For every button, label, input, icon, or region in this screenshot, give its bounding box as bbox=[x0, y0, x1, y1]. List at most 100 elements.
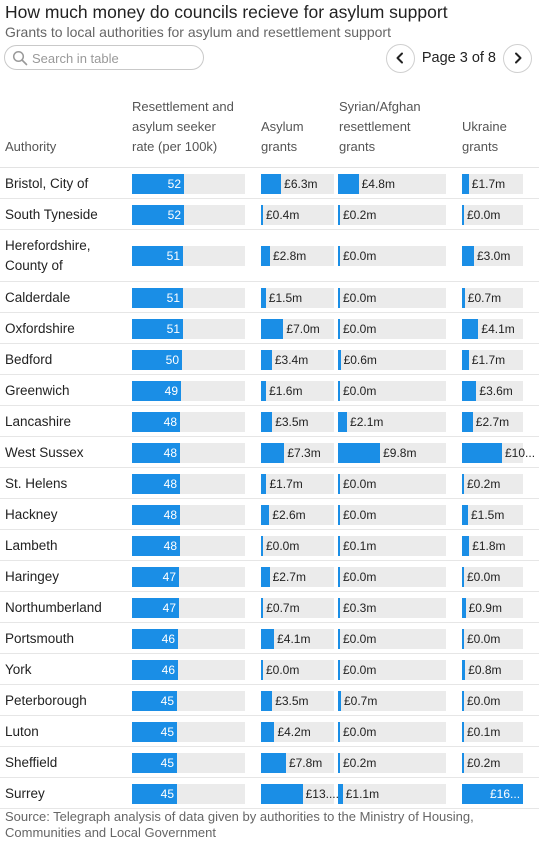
syrian-grant-value: £0.0m bbox=[343, 290, 377, 305]
rate-value: 46 bbox=[161, 631, 175, 646]
syrian-grant-track: £0.7m bbox=[338, 690, 446, 711]
search-box[interactable] bbox=[4, 45, 204, 70]
ukraine-grant-value: £0.1m bbox=[467, 724, 501, 739]
table-header: Authority Resettlement and asylum seeker… bbox=[0, 98, 539, 168]
rate-track: 52 bbox=[132, 204, 245, 225]
rate-bar bbox=[132, 380, 181, 401]
ukraine-grant-bar bbox=[462, 628, 464, 649]
authority-name: Bedford bbox=[5, 350, 52, 370]
search-icon bbox=[12, 50, 28, 66]
rate-bar bbox=[132, 246, 183, 266]
ukraine-grant-value: £0.8m bbox=[468, 662, 502, 677]
rate-track: 51 bbox=[132, 287, 245, 308]
asylum-grant-value: £4.1m bbox=[277, 631, 311, 646]
ukraine-grant-track: £3.6m bbox=[462, 380, 523, 401]
rate-track: 45 bbox=[132, 721, 245, 742]
syrian-grant-track: £0.3m bbox=[338, 597, 446, 618]
syrian-grant-bar bbox=[338, 318, 340, 339]
next-page-button[interactable] bbox=[503, 43, 532, 73]
authority-name: Herefordshire, County of bbox=[5, 236, 91, 276]
syrian-grant-track: £0.1m bbox=[338, 535, 446, 556]
syrian-grant-track: £0.0m bbox=[338, 380, 446, 401]
ukraine-grant-track: £1.5m bbox=[462, 504, 523, 525]
table-row: Luton 45 £4.2m £0.0m £0.1m bbox=[0, 716, 539, 747]
rate-track: 48 bbox=[132, 442, 245, 463]
ukraine-grant-bar bbox=[462, 566, 464, 587]
authority-name-line: Haringey bbox=[5, 568, 60, 584]
asylum-grant-bar bbox=[261, 597, 264, 618]
rate-track: 45 bbox=[132, 752, 245, 773]
authority-name-line: York bbox=[5, 661, 32, 677]
syrian-grant-value: £0.0m bbox=[343, 662, 377, 677]
authority-name-line: Oxfordshire bbox=[5, 320, 75, 336]
table-row: Lambeth 48 £0.0m £0.1m £1.8m bbox=[0, 530, 539, 561]
ukraine-grant-bar bbox=[462, 659, 466, 680]
rate-bar bbox=[132, 318, 183, 339]
rate-value: 48 bbox=[163, 445, 177, 460]
syrian-grant-bar bbox=[338, 349, 341, 370]
ukraine-grant-value: £2.7m bbox=[475, 414, 510, 429]
syrian-grant-bar bbox=[338, 246, 340, 266]
column-header-asylum[interactable]: Asylum grants bbox=[261, 119, 304, 154]
syrian-grant-track: £0.0m bbox=[338, 566, 446, 587]
asylum-grant-bar bbox=[261, 690, 273, 711]
column-header-authority[interactable]: Authority bbox=[5, 139, 57, 154]
page-indicator: Page 3 of 8 bbox=[421, 50, 496, 66]
rate-bar bbox=[132, 473, 180, 494]
syrian-grant-track: £0.2m bbox=[338, 752, 446, 773]
asylum-grant-track: £1.7m bbox=[261, 473, 334, 494]
ukraine-grant-track: £4.1m bbox=[462, 318, 523, 339]
table-row: Portsmouth 46 £4.1m £0.0m £0.0m bbox=[0, 623, 539, 654]
rate-value: 48 bbox=[163, 476, 177, 491]
asylum-grant-track: £3.4m bbox=[261, 349, 334, 370]
rate-value: 47 bbox=[162, 569, 176, 584]
syrian-grant-track: £0.0m bbox=[338, 287, 446, 308]
ukraine-grant-track: £3.0m bbox=[462, 246, 523, 266]
asylum-grant-value: £2.8m bbox=[272, 249, 307, 263]
rate-track: 45 bbox=[132, 783, 245, 804]
column-header-ukraine[interactable]: Ukraine grants bbox=[462, 119, 507, 154]
table-row: Herefordshire, County of 51 £2.8m £0.0m £3.0m bbox=[0, 230, 539, 282]
authority-name: Lambeth bbox=[5, 536, 58, 556]
authority-name-line: Lancashire bbox=[5, 413, 72, 429]
authority-name: Luton bbox=[5, 722, 39, 742]
search-input[interactable] bbox=[32, 49, 197, 67]
asylum-grant-value: £2.6m bbox=[272, 507, 306, 522]
syrian-grant-value: £0.0m bbox=[343, 724, 377, 739]
asylum-grant-bar bbox=[261, 204, 263, 225]
ukraine-grant-track: £0.2m bbox=[462, 752, 523, 773]
prev-page-button[interactable] bbox=[385, 43, 415, 73]
column-header-syrian[interactable]: Syrian/Afghan resettlement grants bbox=[339, 99, 421, 154]
syrian-grant-track: £0.0m bbox=[338, 318, 446, 339]
authority-name: West Sussex bbox=[5, 443, 84, 463]
ukraine-grant-value: £16.... bbox=[490, 786, 520, 801]
rate-track: 47 bbox=[132, 566, 245, 587]
asylum-grant-value: £1.7m bbox=[269, 476, 303, 491]
asylum-grant-track: £4.2m bbox=[261, 721, 334, 742]
ukraine-grant-value: £0.2m bbox=[467, 476, 501, 491]
table-row: Greenwich 49 £1.6m £0.0m £3.6m bbox=[0, 375, 539, 406]
syrian-grant-bar bbox=[338, 173, 359, 194]
authority-name: Bristol, City of bbox=[5, 174, 88, 194]
ukraine-grant-track: £0.7m bbox=[462, 287, 523, 308]
asylum-grant-track: £2.8m bbox=[261, 246, 334, 266]
syrian-grant-value: £0.0m bbox=[343, 249, 377, 263]
asylum-grant-value: £3.5m bbox=[275, 693, 309, 708]
ukraine-grant-bar bbox=[462, 204, 464, 225]
syrian-grant-track: £0.2m bbox=[338, 204, 446, 225]
rate-bar bbox=[132, 721, 177, 742]
page-title: How much money do councils recieve for a… bbox=[5, 2, 448, 22]
ukraine-grant-bar bbox=[462, 411, 473, 432]
asylum-grant-value: £2.7m bbox=[272, 569, 306, 584]
rate-value: 52 bbox=[167, 176, 181, 191]
ukraine-grant-value: £1.5m bbox=[471, 507, 505, 522]
rate-bar bbox=[132, 566, 179, 587]
column-header-rate[interactable]: Resettlement and asylum seeker rate (per… bbox=[132, 99, 234, 154]
asylum-grant-value: £13.... bbox=[305, 786, 339, 801]
syrian-grant-bar bbox=[338, 442, 381, 463]
authority-name: Northumberland bbox=[5, 598, 102, 618]
ukraine-grant-value: £1.7m bbox=[471, 176, 506, 191]
rate-track: 48 bbox=[132, 535, 245, 556]
rate-bar bbox=[132, 535, 180, 556]
ukraine-grant-value: £1.7m bbox=[471, 352, 506, 367]
